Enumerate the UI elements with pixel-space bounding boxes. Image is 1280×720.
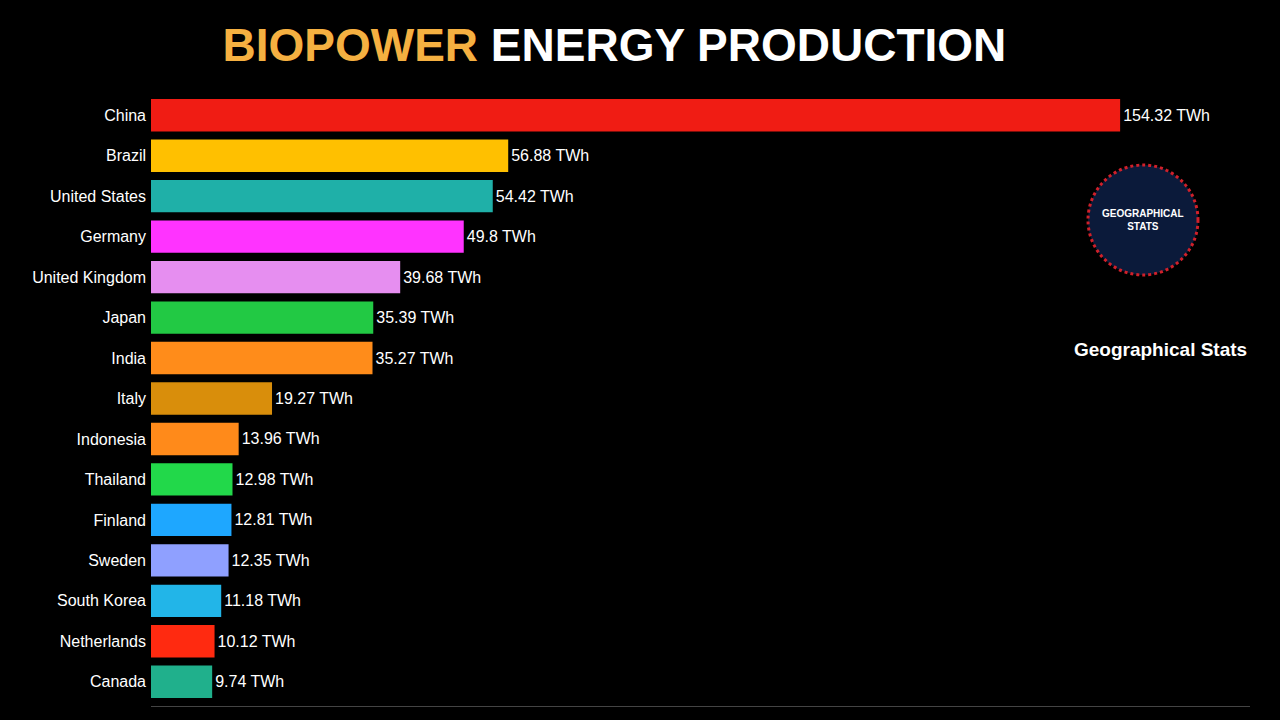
svg-text:Japan: Japan: [102, 309, 146, 326]
svg-text:12.98 TWh: 12.98 TWh: [236, 471, 314, 488]
svg-text:Finland: Finland: [94, 512, 146, 529]
svg-text:11.18 TWh: 11.18 TWh: [224, 592, 301, 609]
svg-text:Sweden: Sweden: [88, 552, 146, 569]
svg-text:India: India: [111, 350, 146, 367]
svg-text:Thailand: Thailand: [85, 471, 146, 488]
svg-text:19.27 TWh: 19.27 TWh: [275, 390, 353, 407]
svg-text:Italy: Italy: [117, 390, 146, 407]
svg-text:China: China: [104, 107, 146, 124]
svg-text:56.88 TWh: 56.88 TWh: [511, 147, 589, 164]
svg-text:12.35 TWh: 12.35 TWh: [232, 552, 310, 569]
svg-text:9.74 TWh: 9.74 TWh: [215, 673, 284, 690]
svg-text:Netherlands: Netherlands: [60, 633, 146, 650]
svg-text:GEOGRAPHICALSTATS: GEOGRAPHICALSTATS: [1102, 208, 1184, 232]
svg-text:United Kingdom: United Kingdom: [32, 269, 146, 286]
svg-text:49.8 TWh: 49.8 TWh: [467, 228, 536, 245]
svg-text:13.96 TWh: 13.96 TWh: [242, 430, 320, 447]
svg-text:54.42 TWh: 54.42 TWh: [496, 188, 574, 205]
svg-text:154.32 TWh: 154.32 TWh: [1123, 107, 1210, 124]
svg-text:United States: United States: [50, 188, 146, 205]
svg-text:South Korea: South Korea: [57, 592, 146, 609]
svg-text:Germany: Germany: [80, 228, 146, 245]
svg-text:35.27 TWh: 35.27 TWh: [376, 350, 454, 367]
svg-text:12.81 TWh: 12.81 TWh: [234, 511, 312, 528]
svg-text:Brazil: Brazil: [106, 147, 146, 164]
svg-text:35.39 TWh: 35.39 TWh: [376, 309, 454, 326]
svg-text:Canada: Canada: [90, 673, 146, 690]
svg-text:10.12 TWh: 10.12 TWh: [218, 633, 296, 650]
svg-text:Indonesia: Indonesia: [77, 431, 146, 448]
svg-text:Geographical Stats: Geographical Stats: [1074, 339, 1247, 360]
svg-text:39.68 TWh: 39.68 TWh: [403, 269, 481, 286]
svg-text:BIOPOWER ENERGY PRODUCTION: BIOPOWER ENERGY PRODUCTION: [223, 19, 1007, 71]
